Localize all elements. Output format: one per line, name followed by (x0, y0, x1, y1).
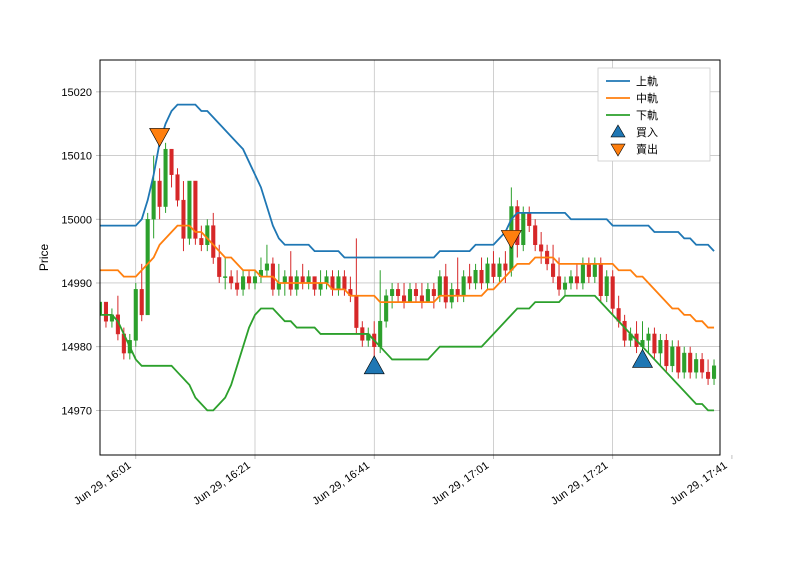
candle-body (438, 277, 442, 296)
candle-body (223, 277, 227, 278)
legend-label: 中軌 (636, 91, 658, 105)
candle-body (325, 277, 329, 283)
candle-body (563, 283, 567, 289)
candle-body (712, 366, 716, 379)
candle-body (337, 277, 341, 290)
ytick-label: 14990 (61, 278, 92, 290)
candle-body (700, 359, 704, 372)
candle-body (533, 226, 537, 245)
candle-body (432, 289, 436, 295)
candle-body (152, 181, 156, 219)
ytick-label: 15020 (61, 87, 92, 99)
candle-body (474, 270, 478, 283)
candle-body (206, 226, 210, 245)
candle-body (146, 219, 150, 315)
candle-body (253, 277, 257, 283)
candle-body (247, 277, 251, 283)
candle-body (301, 277, 305, 283)
candle-body (211, 226, 215, 258)
ytick-label: 14970 (61, 405, 92, 417)
candle-body (468, 277, 472, 283)
candle-body (200, 238, 204, 244)
candle-body (402, 296, 406, 302)
candle-body (492, 264, 496, 277)
candle-body (659, 340, 663, 353)
candle-body (623, 321, 627, 340)
candle-body (414, 289, 418, 295)
candle-body (408, 289, 412, 302)
candle-body (426, 289, 430, 302)
candle-body (104, 302, 108, 321)
candle-body (557, 277, 561, 290)
candle-body (521, 213, 525, 245)
candle-body (587, 264, 591, 277)
candle-body (682, 353, 686, 372)
candlestick-chart: 149701498014990150001501015020Jun 29, 16… (0, 0, 800, 575)
candle-body (265, 264, 269, 270)
candle-body (355, 296, 359, 328)
candle-body (307, 277, 311, 283)
candle-body (611, 277, 615, 309)
candle-body (188, 181, 192, 238)
candle-body (706, 372, 710, 378)
candle-body (688, 353, 692, 372)
candle-body (176, 175, 180, 200)
candle-body (462, 277, 466, 296)
candle-body (671, 347, 675, 366)
candle-body (504, 264, 508, 270)
ytick-label: 15000 (61, 214, 92, 226)
candle-body (378, 321, 382, 346)
candle-body (134, 289, 138, 340)
candle-body (486, 264, 490, 283)
candle-body (694, 359, 698, 372)
candle-body (217, 258, 221, 277)
legend-label: 上軌 (636, 74, 658, 88)
candle-body (593, 264, 597, 277)
candle-body (420, 296, 424, 302)
legend-label: 買入 (636, 126, 658, 139)
candle-body (605, 277, 609, 296)
candle-body (319, 283, 323, 289)
legend-label: 賣出 (636, 142, 658, 156)
candle-body (456, 289, 460, 295)
candle-body (676, 347, 680, 372)
candle-body (158, 181, 162, 206)
candle-body (390, 289, 394, 295)
candle-body (235, 283, 239, 289)
candle-body (599, 264, 603, 296)
candle-body (229, 277, 233, 283)
candle-body (140, 289, 144, 314)
candle-body (164, 149, 168, 206)
candle-body (665, 340, 669, 365)
candle-body (647, 334, 651, 340)
candle-body (170, 149, 174, 174)
candle-body (569, 277, 573, 283)
candle-body (384, 296, 388, 321)
ytick-label: 15010 (61, 151, 92, 163)
candle-body (182, 200, 186, 238)
candle-body (551, 264, 555, 277)
chart-container: 149701498014990150001501015020Jun 29, 16… (0, 0, 800, 575)
candle-body (581, 264, 585, 283)
legend-label: 下軌 (636, 108, 658, 122)
candle-body (241, 277, 245, 290)
candle-body (527, 213, 531, 226)
candle-body (480, 270, 484, 283)
candle-body (277, 283, 281, 289)
ytick-label: 14980 (61, 342, 92, 354)
candle-body (283, 277, 287, 283)
candle-body (343, 277, 347, 290)
candle-body (653, 334, 657, 353)
candle-body (498, 264, 502, 277)
candle-body (396, 289, 400, 295)
y-axis-label: Price (37, 244, 51, 272)
candle-body (575, 277, 579, 283)
candle-body (539, 245, 543, 251)
candle-body (444, 277, 448, 302)
